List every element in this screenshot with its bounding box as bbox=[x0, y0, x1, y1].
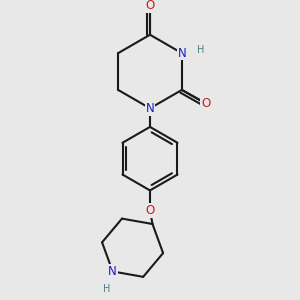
Text: N: N bbox=[146, 102, 154, 115]
Text: H: H bbox=[196, 45, 204, 55]
Text: O: O bbox=[146, 204, 154, 217]
Text: N: N bbox=[178, 46, 186, 60]
Text: N: N bbox=[108, 265, 117, 278]
Text: O: O bbox=[201, 97, 211, 110]
Text: H: H bbox=[103, 284, 110, 294]
Text: O: O bbox=[146, 0, 154, 12]
